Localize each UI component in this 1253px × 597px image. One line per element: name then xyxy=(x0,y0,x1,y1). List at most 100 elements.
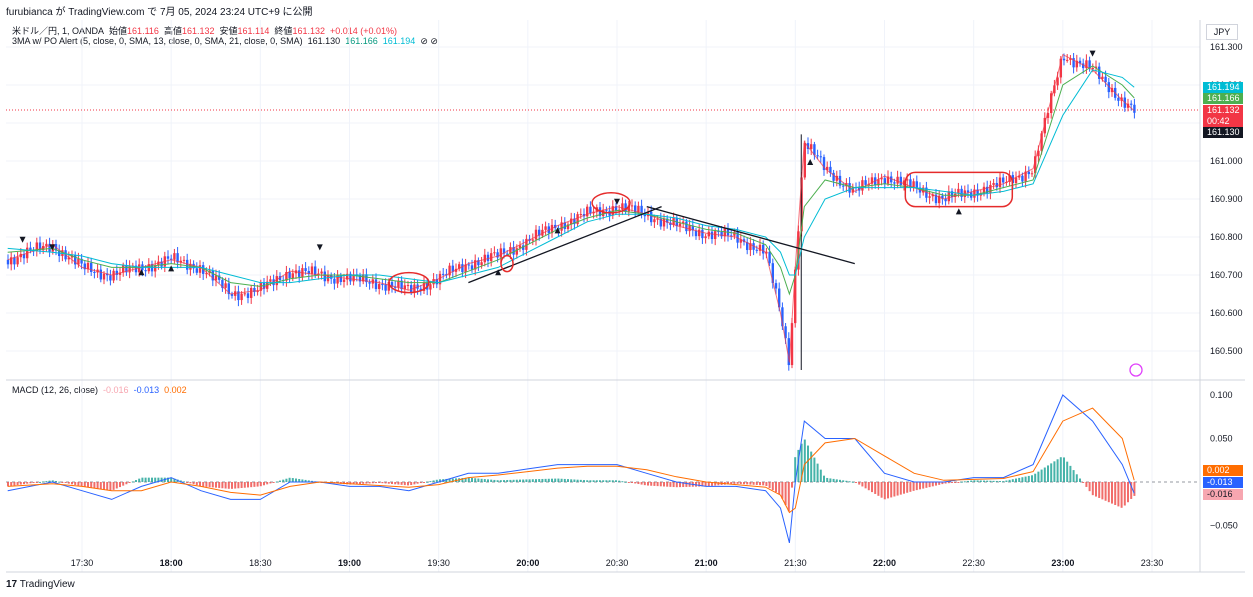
candle-body xyxy=(38,242,42,251)
candle-body xyxy=(237,291,240,301)
candle-body xyxy=(400,280,403,290)
candle-body xyxy=(240,293,243,301)
macd-hist-bar xyxy=(1098,482,1101,498)
settings-icon[interactable]: ⊘ xyxy=(430,36,438,46)
candle-body xyxy=(714,231,717,240)
macd-hist-bar xyxy=(583,480,585,482)
candle-body xyxy=(144,270,147,272)
candle-body xyxy=(128,266,131,273)
macd-hist-bar xyxy=(762,482,765,486)
hide-icon[interactable]: ⊘ xyxy=(420,36,428,46)
candle-body xyxy=(1030,173,1034,175)
macd-hist-bar xyxy=(874,482,877,494)
macd-hist-bar xyxy=(58,481,61,483)
macd-hist-bar xyxy=(845,480,848,482)
candle-body xyxy=(362,274,365,282)
macd-hist-bar xyxy=(599,480,601,482)
candle-body xyxy=(586,206,589,217)
candle-body xyxy=(902,180,906,185)
indicator-value-2: 161.166 xyxy=(345,36,378,46)
candle-body xyxy=(189,263,192,270)
candle-body xyxy=(621,203,624,210)
macd-hist-bar xyxy=(311,480,313,482)
macd-hist-bar xyxy=(218,482,221,488)
macd-hist-bar xyxy=(1031,475,1033,482)
macd-hist-bar xyxy=(253,482,256,487)
macd-signal-value: 0.002 xyxy=(164,385,187,395)
macd-hist-bar xyxy=(115,482,118,489)
candle-body xyxy=(573,218,576,225)
candle-body xyxy=(326,275,330,282)
macd-hist-bar xyxy=(880,482,883,498)
close-value: 161.132 xyxy=(292,26,325,36)
candle-body xyxy=(115,270,118,275)
macd-hist-bar xyxy=(384,482,387,484)
macd-hist-tag: -0.016 xyxy=(1203,489,1243,500)
ma-mid-tag: 161.166 xyxy=(1203,93,1243,104)
macd-hist-bar xyxy=(503,480,505,482)
candle-body xyxy=(80,258,83,264)
macd-hist-bar xyxy=(16,482,19,485)
symbol-name[interactable]: 米ドル／円, 1, OANDA xyxy=(12,26,105,36)
macd-hist-bar xyxy=(19,482,22,485)
sell-signal-marker xyxy=(614,198,620,205)
macd-hist-bar xyxy=(775,482,777,493)
macd-hist-bar xyxy=(925,482,928,488)
candle-body xyxy=(906,179,909,181)
candle-body xyxy=(109,275,112,281)
annotation-circle xyxy=(388,271,430,294)
macd-hist-bar xyxy=(282,479,285,482)
macd-hist-bar xyxy=(461,478,464,482)
macd-hist-bar xyxy=(624,481,627,483)
candle-body xyxy=(48,243,51,252)
macd-hist-bar xyxy=(1024,476,1027,482)
macd-signal-tag: 0.002 xyxy=(1203,465,1243,476)
macd-hist-bar xyxy=(167,477,169,482)
macd-hist-bar xyxy=(960,481,963,483)
candle-body xyxy=(102,273,106,280)
candle-body xyxy=(346,273,349,280)
macd-hist-bar xyxy=(986,480,989,482)
candle-body xyxy=(214,275,218,281)
candle-body xyxy=(106,273,109,276)
candle-body xyxy=(317,273,320,276)
currency-button[interactable]: JPY xyxy=(1206,24,1238,40)
candle-body xyxy=(579,214,582,216)
macd-hist-bar xyxy=(1072,470,1075,482)
macd-tick-label: −0.050 xyxy=(1210,521,1238,531)
candle-body xyxy=(470,265,474,270)
candle-body xyxy=(378,284,381,290)
candle-body xyxy=(10,257,13,265)
macd-hist-bar xyxy=(733,482,736,484)
macd-hist-bar xyxy=(519,479,521,482)
macd-hist-bar xyxy=(778,482,781,495)
macd-hist-bar xyxy=(944,482,947,484)
macd-hist-bar xyxy=(832,478,835,482)
macd-hist-bar xyxy=(29,482,32,484)
candle-body xyxy=(1034,156,1037,174)
macd-hist-bar xyxy=(794,457,797,482)
price-tick-label: 160.900 xyxy=(1210,194,1243,204)
macd-hist-bar xyxy=(247,482,249,488)
candle-body xyxy=(1046,113,1050,118)
candle-body xyxy=(125,265,128,273)
candle-body xyxy=(886,176,890,184)
macd-hist-bar xyxy=(557,478,560,482)
macd-hist-bar xyxy=(675,482,678,488)
candle-body xyxy=(1101,76,1104,79)
macd-hist-bar xyxy=(368,482,371,484)
indicator-name[interactable]: 3MA w/ PO Alert (5, close, 0, SMA, 13, c… xyxy=(12,36,303,46)
tradingview-logo[interactable]: 17 TradingView xyxy=(6,579,75,590)
candle-body xyxy=(701,229,704,239)
candle-body xyxy=(333,278,336,284)
macd-hist-bar xyxy=(231,482,233,489)
macd-hist-bar xyxy=(416,482,419,484)
candle-body xyxy=(122,265,125,273)
candle-body xyxy=(749,243,752,251)
candle-body xyxy=(198,265,202,273)
macd-name[interactable]: MACD (12, 26, close) xyxy=(12,385,99,395)
macd-hist-bar xyxy=(752,482,755,485)
macd-hist-bar xyxy=(192,482,195,485)
macd-hist-bar xyxy=(611,480,614,482)
